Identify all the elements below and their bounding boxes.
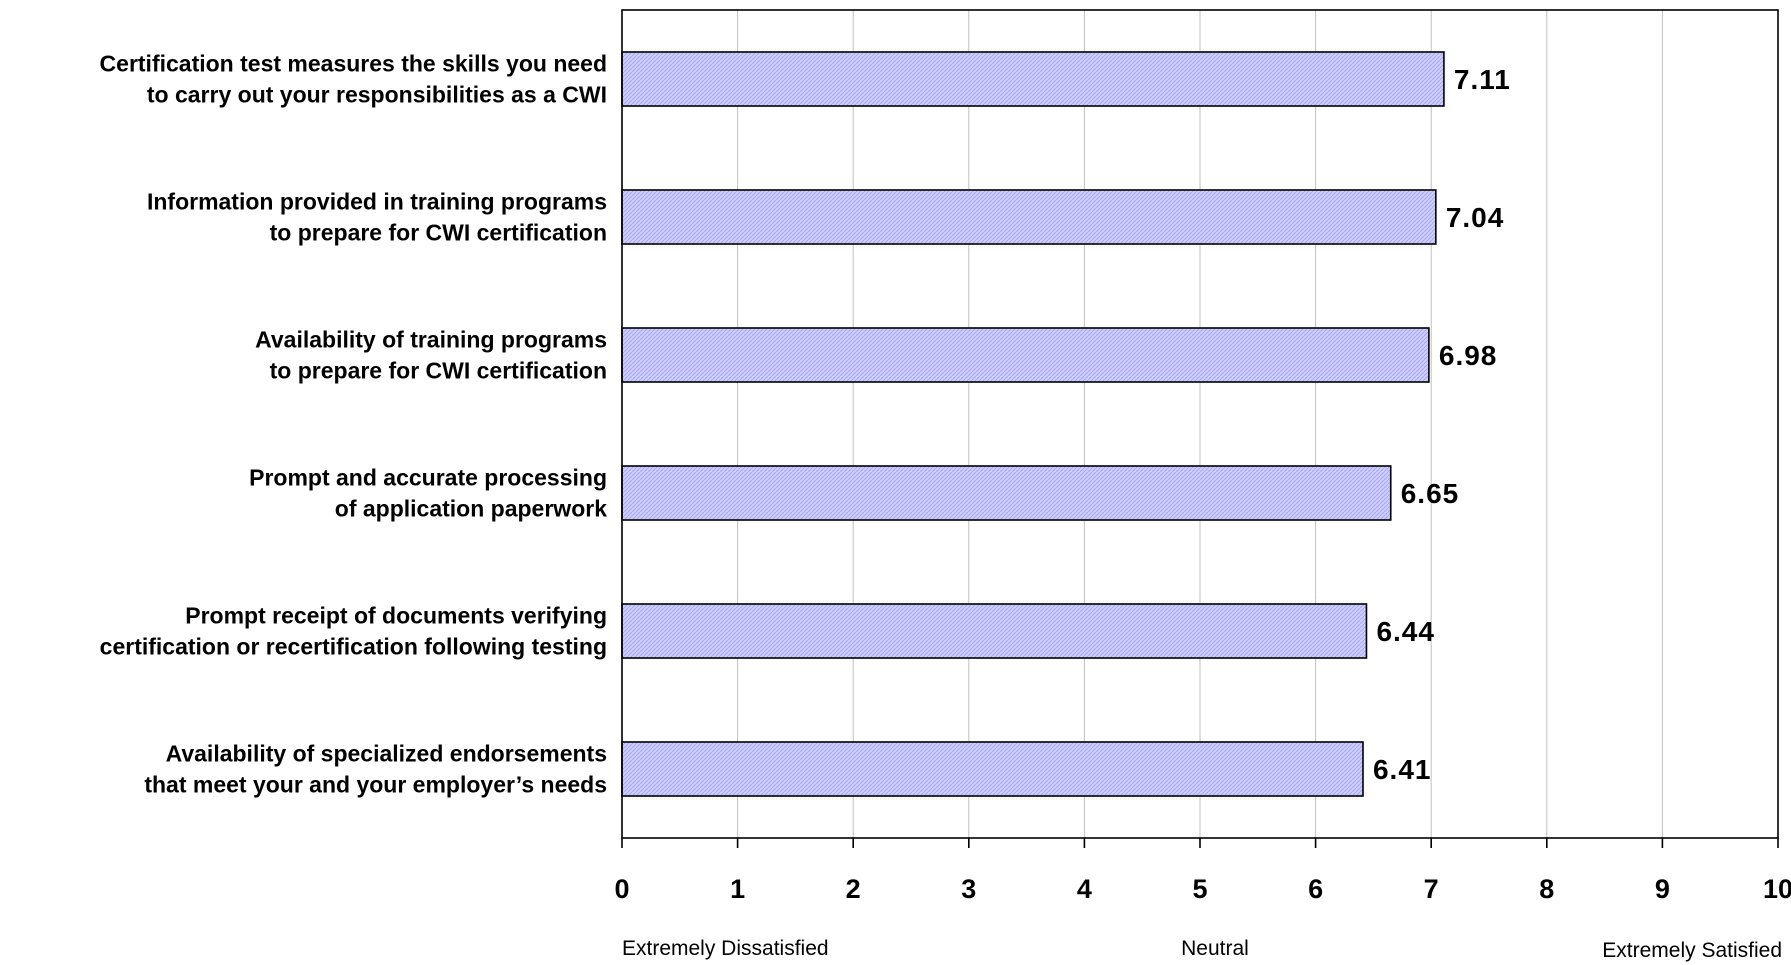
anchor-mid-label: Neutral	[1181, 937, 1249, 960]
data-label: 6.98	[1439, 340, 1498, 371]
tick-label: 5	[1192, 874, 1207, 904]
anchor-low-label: Extremely Dissatisfied	[622, 937, 829, 960]
x-axis-ticks: 0 1 2 3 4 5 6 7 8 9 10	[614, 838, 1791, 904]
data-label: 6.65	[1401, 478, 1460, 509]
bar	[621, 741, 1364, 797]
category-label: Availability of specialized endorsements…	[144, 741, 607, 798]
data-label: 7.11	[1454, 64, 1511, 95]
tick-label: 3	[961, 874, 976, 904]
scale-anchors: Extremely Dissatisfied Neutral Extremely…	[622, 937, 1782, 962]
data-labels: 7.11 7.04 6.98 6.65 6.44 6.41	[1373, 64, 1511, 785]
bars	[621, 51, 1445, 797]
tick-label: 8	[1539, 874, 1554, 904]
category-label: Information provided in training program…	[147, 189, 607, 246]
data-label: 6.44	[1376, 616, 1435, 647]
tick-label: 9	[1655, 874, 1670, 904]
bar	[621, 189, 1437, 245]
anchor-high-label: Extremely Satisfied	[1602, 939, 1782, 962]
category-label: Availability of training programs to prep…	[255, 327, 607, 384]
category-label: Prompt and accurate processing of applica…	[249, 465, 607, 522]
tick-label: 6	[1308, 874, 1323, 904]
tick-label: 2	[846, 874, 861, 904]
category-label: Certification test measures the skills y…	[100, 51, 607, 108]
bar	[621, 51, 1445, 107]
bar	[621, 603, 1368, 659]
tick-label: 0	[614, 874, 629, 904]
data-label: 6.41	[1373, 754, 1432, 785]
bar	[621, 465, 1392, 521]
category-labels: Certification test measures the skills y…	[100, 51, 608, 798]
data-label: 7.04	[1446, 202, 1505, 233]
bar	[621, 327, 1430, 383]
tick-label: 4	[1077, 874, 1092, 904]
gridlines	[737, 10, 1663, 838]
category-label: Prompt receipt of documents verifying cer…	[100, 603, 607, 660]
tick-label: 7	[1424, 874, 1439, 904]
tick-label: 10	[1763, 874, 1791, 904]
tick-label: 1	[730, 874, 745, 904]
